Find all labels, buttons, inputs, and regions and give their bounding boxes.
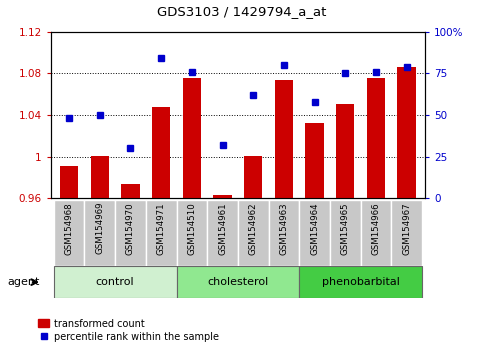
Text: agent: agent bbox=[7, 277, 40, 287]
Bar bbox=[398, 67, 416, 198]
Legend: transformed count, percentile rank within the sample: transformed count, percentile rank withi… bbox=[34, 315, 223, 346]
Bar bbox=[54, 266, 176, 298]
Bar bbox=[336, 104, 355, 198]
Text: GSM154970: GSM154970 bbox=[126, 202, 135, 255]
Bar bbox=[275, 80, 293, 198]
Bar bbox=[244, 156, 262, 198]
Text: GSM154962: GSM154962 bbox=[249, 202, 258, 255]
Bar bbox=[91, 156, 109, 198]
Text: GSM154966: GSM154966 bbox=[371, 202, 381, 255]
Bar bbox=[299, 266, 422, 298]
Text: GSM154964: GSM154964 bbox=[310, 202, 319, 255]
Bar bbox=[152, 107, 170, 198]
Text: GSM154965: GSM154965 bbox=[341, 202, 350, 255]
Bar bbox=[85, 200, 115, 266]
Bar bbox=[305, 124, 324, 198]
Bar bbox=[207, 200, 238, 266]
Bar bbox=[213, 195, 232, 198]
Bar bbox=[115, 200, 146, 266]
Bar bbox=[299, 200, 330, 266]
Text: GSM154510: GSM154510 bbox=[187, 202, 197, 255]
Text: GSM154967: GSM154967 bbox=[402, 202, 411, 255]
Text: GDS3103 / 1429794_a_at: GDS3103 / 1429794_a_at bbox=[157, 5, 326, 18]
Bar bbox=[146, 200, 176, 266]
Text: GSM154961: GSM154961 bbox=[218, 202, 227, 255]
Bar bbox=[176, 266, 299, 298]
Bar bbox=[54, 200, 85, 266]
Bar bbox=[183, 78, 201, 198]
Bar bbox=[361, 200, 391, 266]
Bar bbox=[269, 200, 299, 266]
Text: GSM154968: GSM154968 bbox=[65, 202, 73, 255]
Text: GSM154969: GSM154969 bbox=[95, 202, 104, 255]
Bar bbox=[176, 200, 207, 266]
Bar bbox=[367, 78, 385, 198]
Text: GSM154971: GSM154971 bbox=[156, 202, 166, 255]
Bar bbox=[121, 184, 140, 198]
Bar bbox=[391, 200, 422, 266]
Text: phenobarbital: phenobarbital bbox=[322, 277, 399, 287]
Text: cholesterol: cholesterol bbox=[207, 277, 269, 287]
Text: control: control bbox=[96, 277, 134, 287]
Bar bbox=[238, 200, 269, 266]
Bar bbox=[330, 200, 361, 266]
Bar bbox=[60, 166, 78, 198]
Text: GSM154963: GSM154963 bbox=[279, 202, 288, 255]
